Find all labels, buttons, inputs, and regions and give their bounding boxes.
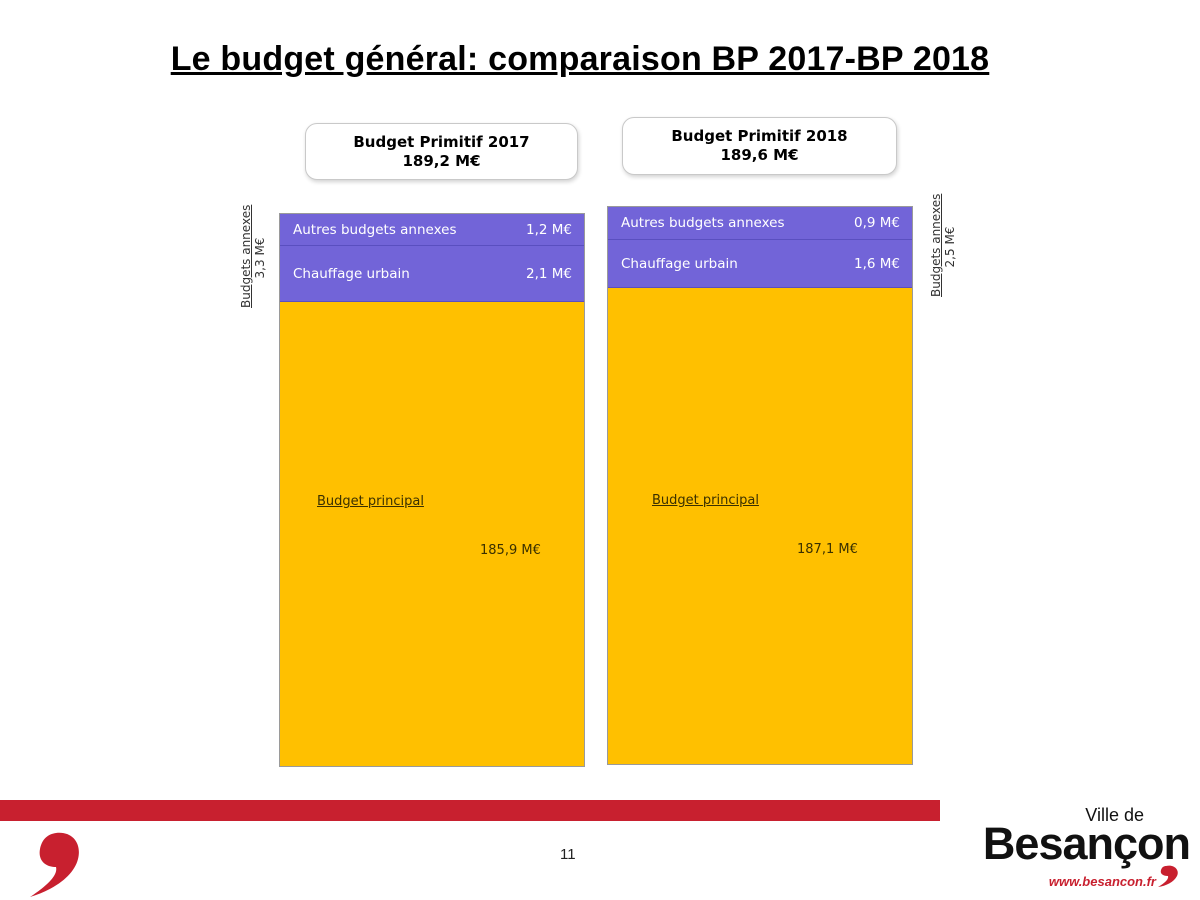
brand-comma-icon bbox=[1158, 865, 1178, 887]
footer-red-bar bbox=[0, 800, 940, 821]
side-label-2017: Budgets annexes 3,3 M€ bbox=[239, 204, 267, 308]
header-title-2017: Budget Primitif 2017 bbox=[353, 133, 530, 151]
segment-autres-2017: Autres budgets annexes 1,2 M€ bbox=[280, 214, 584, 246]
header-title-2018: Budget Primitif 2018 bbox=[671, 127, 848, 145]
segment-principal-value-2017: 185,9 M€ bbox=[480, 543, 541, 558]
header-total-2017: 189,2 M€ bbox=[402, 152, 481, 170]
page-number: 11 bbox=[560, 846, 576, 863]
besancon-logo: Ville de Besançon www.besancon.fr bbox=[980, 800, 1191, 895]
segment-chauffage-label-2017: Chauffage urbain bbox=[293, 265, 410, 282]
side-label-title-2017: Budgets annexes bbox=[239, 204, 253, 308]
slide-title: Le budget général: comparaison BP 2017-B… bbox=[170, 40, 990, 78]
segment-chauffage-label-2018: Chauffage urbain bbox=[621, 255, 738, 272]
header-box-2017: Budget Primitif 2017 189,2 M€ bbox=[305, 123, 578, 180]
segment-chauffage-value-2018: 1,6 M€ bbox=[854, 255, 900, 272]
segment-autres-label-2018: Autres budgets annexes bbox=[621, 215, 785, 231]
segment-autres-label-2017: Autres budgets annexes bbox=[293, 221, 457, 238]
segment-autres-2018: Autres budgets annexes 0,9 M€ bbox=[608, 207, 912, 240]
segment-principal-label-2017: Budget principal bbox=[317, 494, 424, 509]
stacked-bar-2017: Autres budgets annexes 1,2 M€ Chauffage … bbox=[279, 213, 585, 767]
header-box-2018: Budget Primitif 2018 189,6 M€ bbox=[622, 117, 897, 175]
brand-ville: Ville de bbox=[1085, 805, 1144, 825]
brand-url: www.besancon.fr bbox=[1048, 874, 1156, 889]
segment-autres-value-2017: 1,2 M€ bbox=[526, 221, 572, 238]
side-label-title-2018: Budgets annexes bbox=[929, 193, 943, 297]
header-total-2018: 189,6 M€ bbox=[720, 146, 799, 164]
segment-principal-label-2018: Budget principal bbox=[652, 493, 759, 508]
besancon-comma-icon bbox=[30, 832, 79, 897]
brand-name: Besançon bbox=[982, 818, 1191, 869]
side-label-value-2017: 3,3 M€ bbox=[253, 237, 267, 279]
stacked-bar-2018: Autres budgets annexes 0,9 M€ Chauffage … bbox=[607, 206, 913, 765]
segment-chauffage-2018: Chauffage urbain 1,6 M€ bbox=[608, 240, 912, 288]
side-label-value-2018: 2,5 M€ bbox=[943, 226, 957, 268]
segment-chauffage-value-2017: 2,1 M€ bbox=[526, 265, 572, 282]
segment-chauffage-2017: Chauffage urbain 2,1 M€ bbox=[280, 246, 584, 302]
segment-principal-value-2018: 187,1 M€ bbox=[797, 542, 858, 557]
side-label-2018: Budgets annexes 2,5 M€ bbox=[929, 193, 957, 297]
segment-autres-value-2018: 0,9 M€ bbox=[854, 215, 900, 231]
